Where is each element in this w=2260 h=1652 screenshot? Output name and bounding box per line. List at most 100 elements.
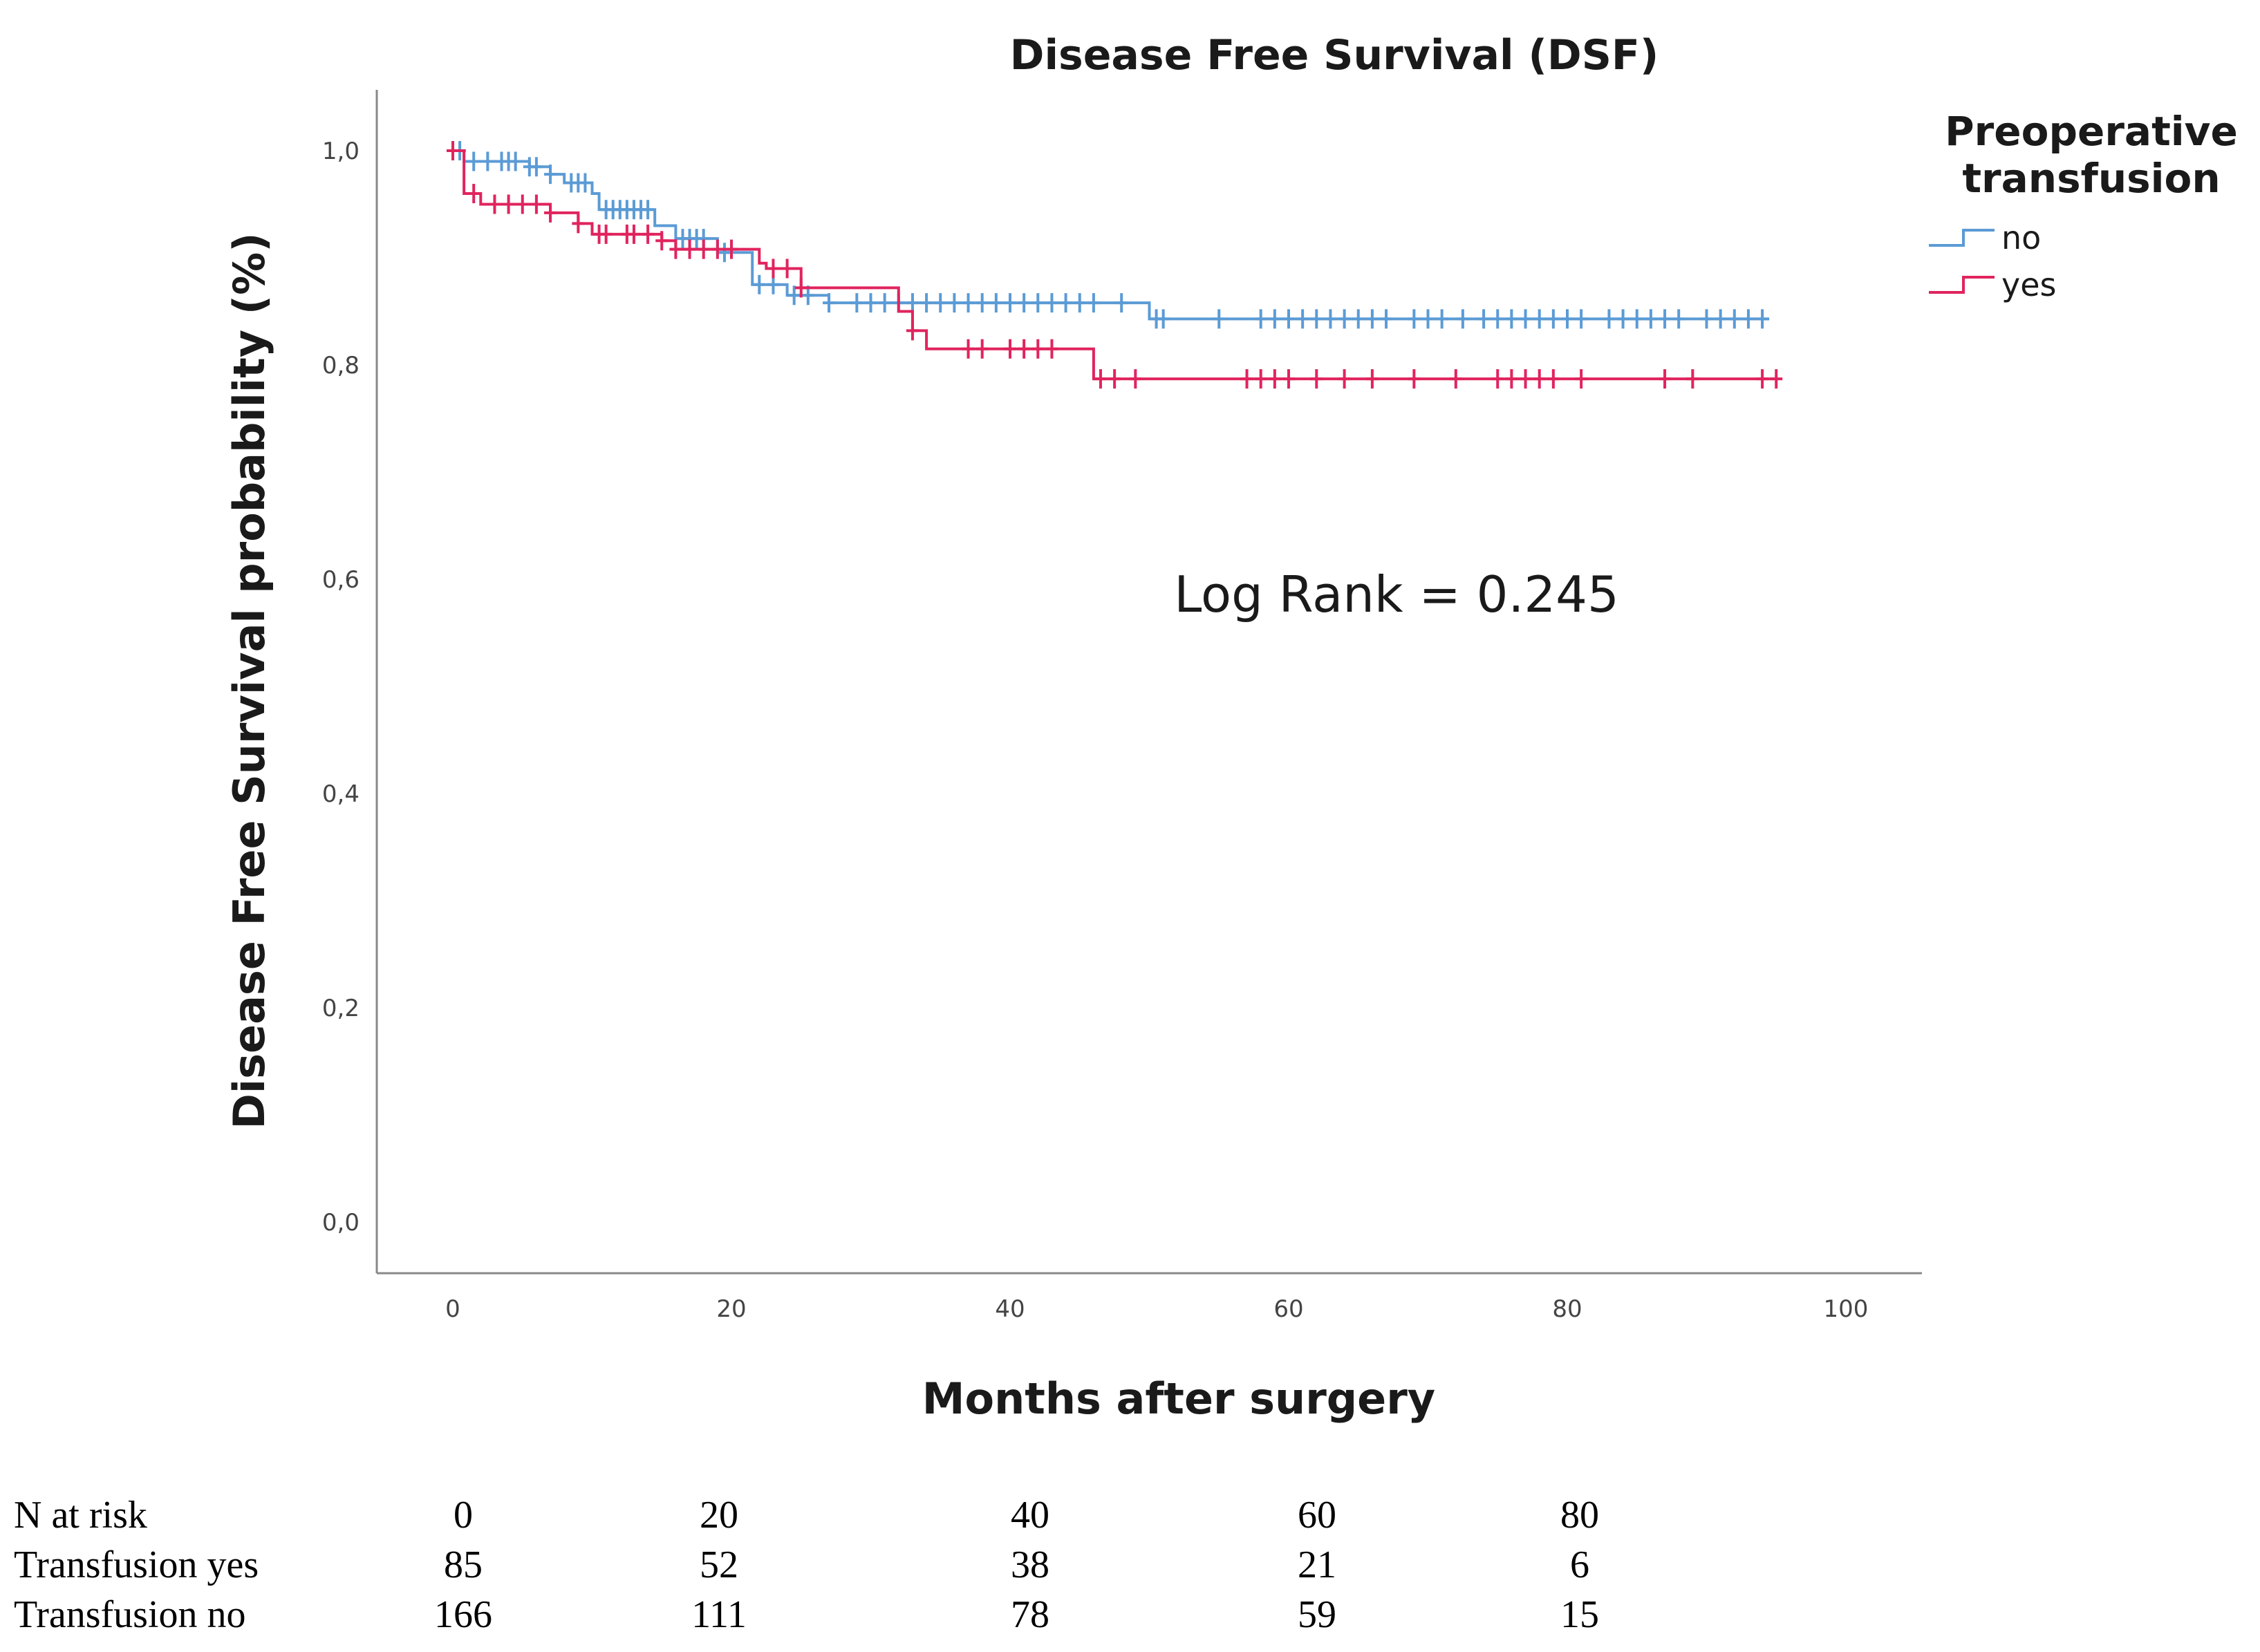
censor-mark-no — [823, 293, 836, 313]
risk-value: 59 — [1298, 1593, 1336, 1636]
legend-title-line-1: Preoperative — [1945, 108, 2238, 155]
censor-mark-no — [1659, 309, 1672, 329]
censor-mark-yes — [1659, 369, 1672, 389]
series-no — [453, 141, 1770, 329]
censor-mark-yes — [1533, 369, 1546, 389]
censor-mark-no — [1268, 309, 1281, 329]
censor-mark-no — [1296, 309, 1309, 329]
legend-title-line-2: transfusion — [1962, 155, 2220, 202]
survival-curve-yes — [453, 149, 1777, 381]
censor-mark-no — [1421, 309, 1435, 329]
censor-mark-no — [1059, 293, 1072, 313]
censor-mark-no — [1254, 309, 1267, 329]
legend: Preoperative transfusion no yes — [1929, 108, 2238, 303]
censor-mark-yes — [1505, 369, 1518, 389]
legend-entries: no yes — [1929, 219, 2057, 303]
censor-mark-yes — [683, 239, 696, 259]
censor-mark-yes — [516, 194, 529, 214]
axes — [375, 90, 1922, 1275]
risk-time-label: 40 — [1011, 1494, 1049, 1537]
censor-mark-no — [850, 293, 863, 313]
censor-mark-yes — [502, 194, 515, 214]
y-axis-title: Disease Free Survival probability (%) — [224, 232, 274, 1129]
censor-mark-no — [920, 293, 933, 313]
risk-header-label: N at risk — [14, 1494, 147, 1537]
risk-time-label: 60 — [1298, 1494, 1336, 1537]
censor-mark-no — [481, 151, 494, 171]
risk-value: 166 — [434, 1593, 492, 1636]
censor-mark-yes — [1045, 339, 1058, 359]
censor-mark-yes — [781, 259, 794, 279]
censor-mark-yes — [1129, 369, 1142, 389]
risk-row-label: Transfusion no — [14, 1593, 246, 1636]
censor-mark-no — [1728, 309, 1741, 329]
y-tick-label: 0,4 — [322, 780, 359, 808]
risk-value: 38 — [1011, 1543, 1049, 1586]
censor-mark-yes — [1338, 369, 1351, 389]
censor-mark-yes — [1094, 369, 1107, 389]
censor-mark-no — [579, 173, 592, 193]
censor-mark-no — [718, 243, 731, 263]
censor-mark-no — [1575, 309, 1588, 329]
censor-mark-no — [1435, 309, 1448, 329]
censor-mark-yes — [975, 339, 989, 359]
censor-mark-yes — [725, 239, 738, 259]
legend-swatch-no — [1929, 229, 1995, 247]
censor-mark-yes — [642, 224, 655, 244]
censor-mark-yes — [1547, 369, 1560, 389]
censor-mark-no — [530, 157, 543, 177]
censor-mark-yes — [1770, 369, 1783, 389]
censor-mark-no — [1408, 309, 1421, 329]
censor-mark-no — [1324, 309, 1337, 329]
censor-mark-yes — [1519, 369, 1532, 389]
censor-mark-no — [1045, 293, 1058, 313]
censor-mark-yes — [1031, 339, 1045, 359]
censor-mark-no — [962, 293, 975, 313]
censor-mark-yes — [544, 203, 557, 223]
censor-mark-no — [1700, 309, 1713, 329]
x-ticks: 0 20 40 60 80 100 — [445, 1295, 1868, 1323]
censor-mark-no — [1157, 309, 1170, 329]
legend-label-yes: yes — [2001, 266, 2057, 303]
censor-mark-yes — [1254, 369, 1267, 389]
risk-row-label: Transfusion yes — [14, 1543, 259, 1586]
censor-mark-no — [1603, 309, 1616, 329]
x-tick-label: 80 — [1552, 1295, 1582, 1323]
x-tick-label: 0 — [445, 1295, 460, 1323]
censor-mark-no — [753, 274, 766, 294]
risk-value: 6 — [1570, 1543, 1589, 1586]
censor-mark-yes — [1004, 339, 1016, 359]
y-ticks: 0,0 0,2 0,4 0,6 0,8 1,0 — [322, 138, 359, 1237]
risk-value: 52 — [700, 1543, 738, 1586]
censor-mark-no — [1018, 293, 1031, 313]
censor-mark-no — [864, 293, 877, 313]
censor-mark-no — [509, 151, 522, 171]
x-tick-label: 20 — [716, 1295, 746, 1323]
y-tick-label: 0,2 — [322, 995, 359, 1022]
censor-mark-no — [989, 293, 1002, 313]
censor-mark-yes — [1108, 369, 1121, 389]
risk-time-label: 0 — [454, 1494, 473, 1537]
censor-mark-yes — [447, 141, 459, 160]
censor-mark-no — [467, 151, 480, 171]
legend-swatch-yes — [1929, 276, 1995, 294]
censor-mark-no — [1547, 309, 1560, 329]
legend-entry-yes: yes — [1929, 266, 2057, 303]
y-tick-label: 1,0 — [322, 138, 359, 165]
x-tick-label: 60 — [1273, 1295, 1303, 1323]
risk-value: 78 — [1011, 1593, 1049, 1636]
censor-mark-yes — [627, 224, 640, 244]
x-tick-label: 40 — [995, 1295, 1025, 1323]
censor-mark-no — [1533, 309, 1546, 329]
censor-mark-no — [1213, 309, 1226, 329]
censor-mark-no — [1456, 309, 1469, 329]
censor-mark-no — [1282, 309, 1295, 329]
censor-mark-no — [1644, 309, 1657, 329]
censor-mark-no — [1519, 309, 1532, 329]
censor-mark-no — [544, 165, 557, 185]
x-axis-title: Months after surgery — [922, 1373, 1435, 1424]
censor-mark-no — [878, 293, 891, 313]
censor-mark-no — [1616, 309, 1629, 329]
risk-value: 85 — [444, 1543, 483, 1586]
y-tick-label: 0,0 — [322, 1209, 359, 1237]
